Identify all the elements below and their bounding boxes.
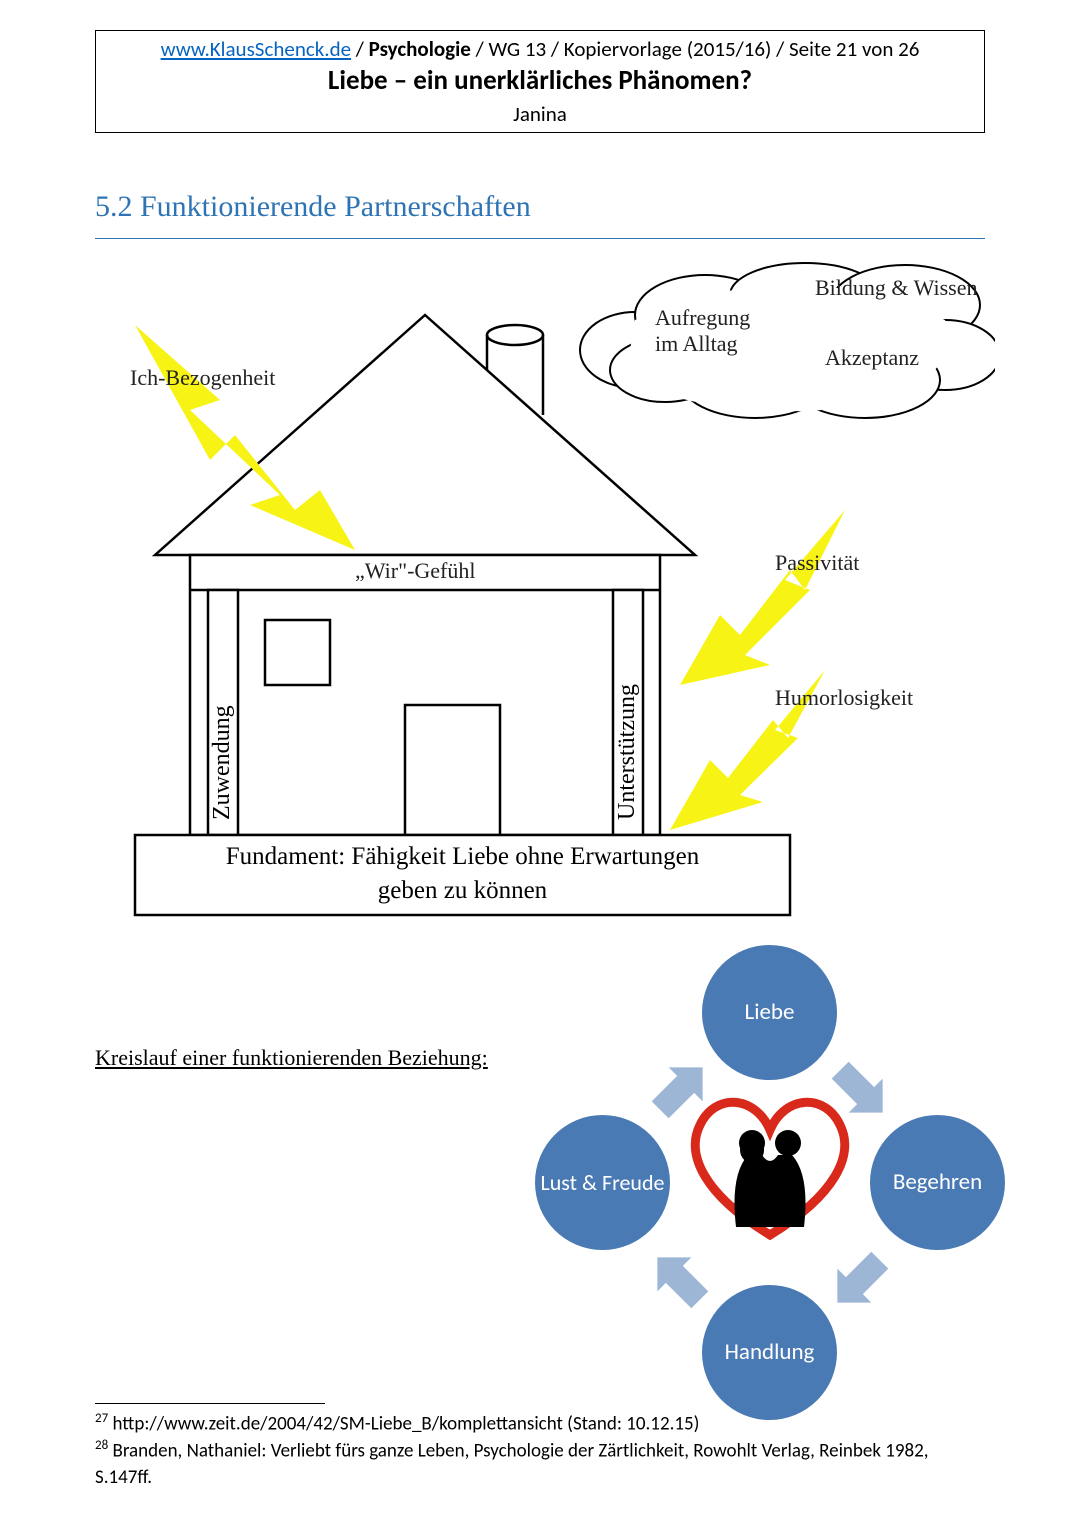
threat-label-3: Humorlosigkeit xyxy=(775,685,913,711)
header-subject: Psychologie xyxy=(369,36,471,62)
house-diagram: Ich-Bezogenheit Passivität Humorlosigkei… xyxy=(95,260,995,980)
header-rest: / WG 13 / Kopiervorlage (2015/16) / Seit… xyxy=(471,36,920,62)
cloud-text-2: Bildung & Wissen xyxy=(815,275,978,301)
header-author: Janina xyxy=(104,100,976,128)
door-icon xyxy=(405,705,500,835)
attic-label: „Wir"-Gefühl xyxy=(355,558,475,584)
footnotes: 27 http://www.zeit.de/2004/42/SM-Liebe_B… xyxy=(95,1403,985,1492)
pillar-left-label: Zuwendung xyxy=(209,620,236,820)
pillar-right-label: Unterstützung xyxy=(614,600,641,820)
header-link[interactable]: www.KlausSchenck.de xyxy=(161,36,351,62)
section-rule xyxy=(95,238,985,239)
cycle-node-top: Liebe xyxy=(702,945,837,1080)
header-title: Liebe – ein unerklärliches Phänomen? xyxy=(104,63,976,99)
page-header: www.KlausSchenck.de / Psychologie / WG 1… xyxy=(95,30,985,133)
cycle-title: Kreislauf einer funktionierenden Beziehu… xyxy=(95,1045,488,1071)
cycle-diagram: Liebe Begehren Handlung Lust & Freude xyxy=(530,945,1010,1425)
window-icon xyxy=(265,620,330,685)
foundation-text: Fundament: Fähigkeit Liebe ohne Erwartun… xyxy=(135,840,790,908)
couple-silhouette-icon xyxy=(735,1130,806,1227)
cycle-node-right: Begehren xyxy=(870,1115,1005,1250)
threat-label-1: Ich-Bezogenheit xyxy=(130,365,275,391)
footnote-28: 28 Branden, Nathaniel: Verliebt fürs gan… xyxy=(95,1437,985,1492)
threat-label-2: Passivität xyxy=(775,550,859,576)
header-line1: www.KlausSchenck.de / Psychologie / WG 1… xyxy=(104,35,976,63)
footnote-27: 27 http://www.zeit.de/2004/42/SM-Liebe_B… xyxy=(95,1410,985,1438)
lightning-arrow-2 xyxy=(680,510,845,685)
section-heading: 5.2 Funktionierende Partnerschaften xyxy=(95,190,531,224)
cloud-text-3: Akzeptanz xyxy=(825,345,919,371)
cloud-text-1: Aufregung im Alltag xyxy=(655,305,775,357)
cycle-node-bottom: Handlung xyxy=(702,1285,837,1420)
cycle-node-left: Lust & Freude xyxy=(535,1115,670,1250)
footnote-rule xyxy=(95,1403,325,1404)
